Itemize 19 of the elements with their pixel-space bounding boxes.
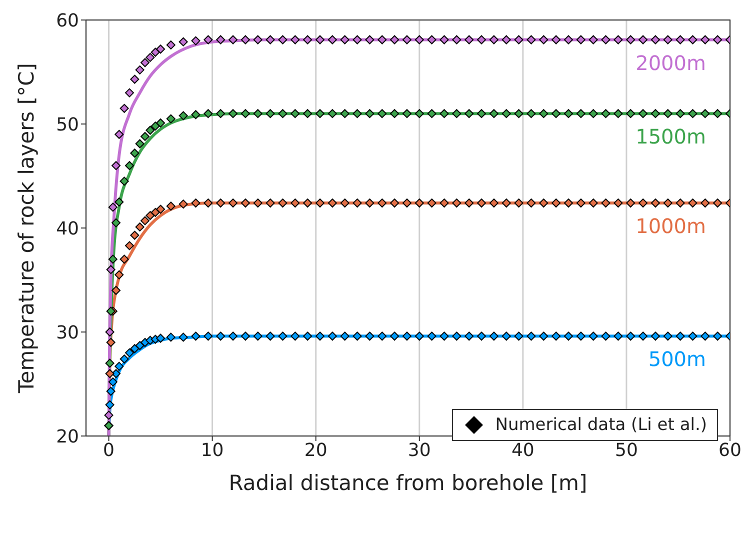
series-label: 1000m (636, 214, 706, 238)
x-tick-label: 50 (615, 440, 638, 461)
series-label: 2000m (636, 50, 706, 75)
x-axis-title: Radial distance from borehole [m] (228, 471, 588, 495)
x-tick-label: 30 (408, 440, 431, 461)
x-tick-label: 60 (718, 440, 742, 461)
x-tick-label: 10 (200, 440, 224, 461)
x-tick-label: 20 (304, 440, 328, 461)
x-tick-label: 40 (511, 440, 534, 461)
series-label: 1500m (636, 124, 706, 149)
y-tick-label: 30 (56, 322, 79, 344)
text: Numerical data (Li et al.) (495, 415, 707, 435)
y-tick-label: 50 (56, 114, 79, 136)
y-tick-label: 60 (56, 10, 79, 32)
series-label: 500m (648, 347, 706, 372)
x-tick-label: 0 (103, 440, 115, 461)
y-tick-label: 40 (56, 218, 79, 240)
y-tick-label: 20 (56, 426, 79, 448)
y-axis-title: Temperature of rock layers [°C] (14, 63, 38, 394)
